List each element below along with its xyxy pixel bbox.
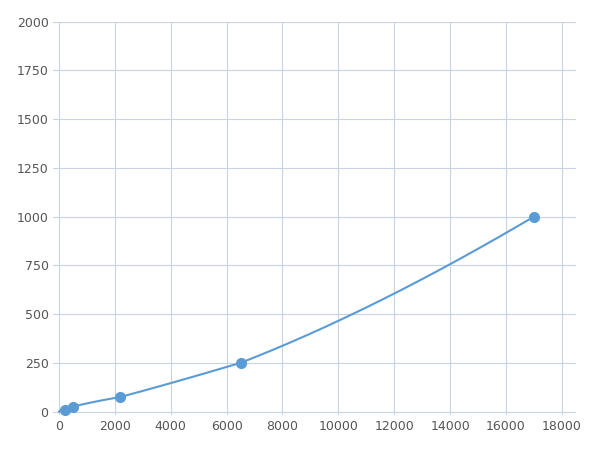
Point <box>60 406 70 413</box>
Point <box>116 393 125 400</box>
Point <box>236 359 245 366</box>
Point <box>529 213 539 220</box>
Point <box>68 403 78 410</box>
